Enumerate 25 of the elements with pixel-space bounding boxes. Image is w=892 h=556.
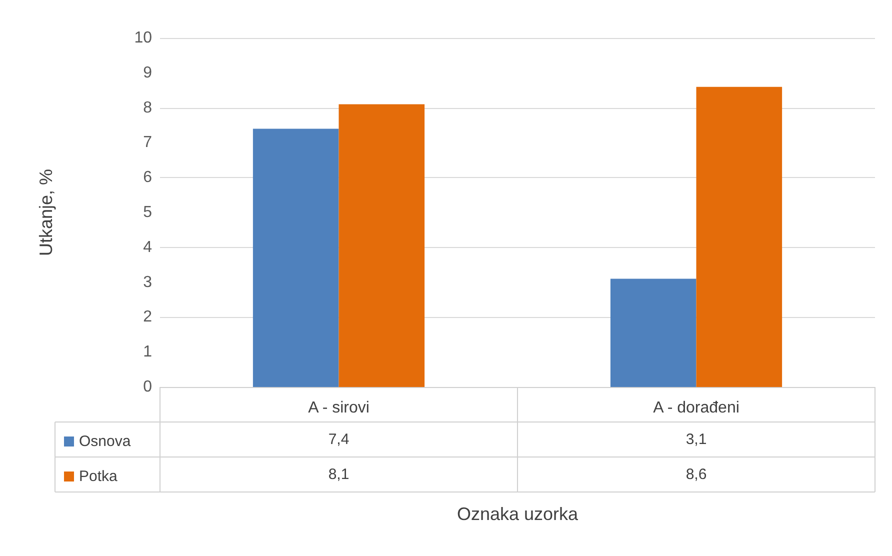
y-tick-label: 5 (143, 204, 152, 221)
y-tick-label: 4 (143, 238, 152, 256)
bar (252, 128, 339, 387)
x-tick-label: A - dorađeni (653, 400, 740, 416)
data-label: 7,4 (328, 431, 350, 448)
bar (338, 104, 425, 387)
y-tick-label: 10 (134, 30, 152, 46)
data-label: 8,1 (328, 466, 350, 483)
y-tick-label: 7 (143, 134, 152, 152)
y-tick-label: 9 (143, 64, 152, 82)
y-tick-label: 0 (143, 378, 152, 396)
legend-label: Osnova (79, 433, 132, 450)
bar (696, 86, 782, 387)
legend-label: Potka (79, 468, 118, 485)
y-axis-title: Utkanje, % (36, 168, 56, 256)
y-tick-label: 2 (143, 308, 152, 326)
data-label: 3,1 (686, 431, 707, 448)
data-label: 8,6 (686, 466, 707, 483)
y-tick-label: 6 (143, 169, 152, 186)
y-tick-label: 8 (143, 99, 152, 116)
y-tick-label: 1 (143, 344, 152, 361)
x-tick-label: A - sirovi (308, 400, 370, 416)
y-tick-label: 3 (143, 274, 152, 291)
x-axis-title: Oznaka uzorka (456, 504, 580, 524)
bar (610, 278, 696, 387)
